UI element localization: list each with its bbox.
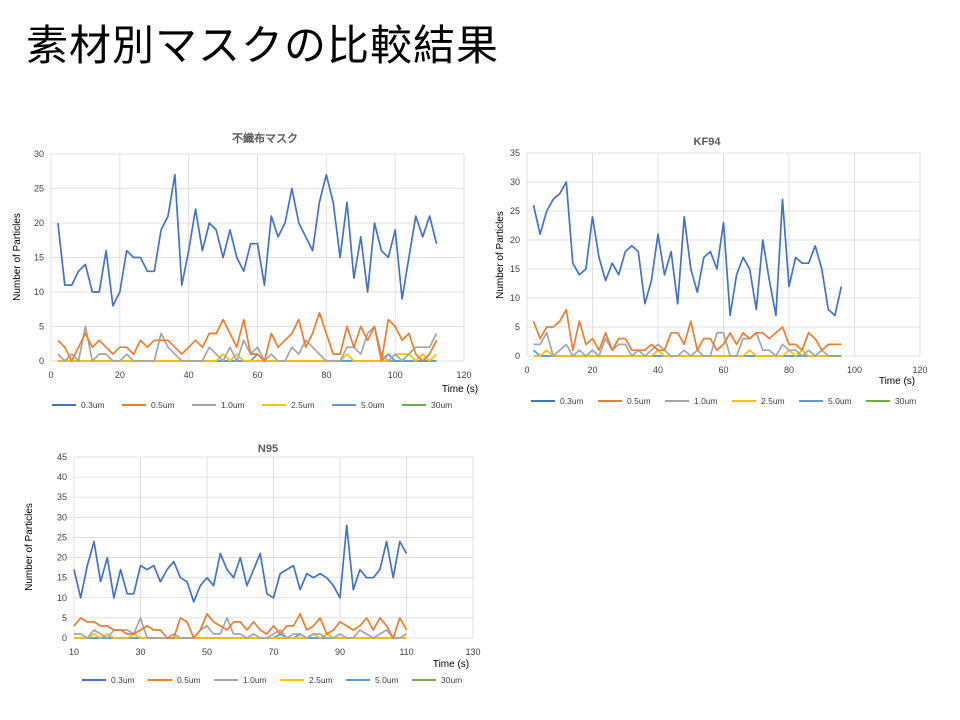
legend-label: 2.5um (309, 675, 333, 685)
legend-label: 0.5um (177, 675, 201, 685)
x-tick-label: 120 (456, 370, 471, 380)
series-line-0-5um (73, 613, 408, 639)
series-line-0-5um (57, 311, 438, 362)
x-tick-label: 70 (268, 647, 278, 657)
x-tick-label: 80 (784, 365, 794, 375)
y-tick-label: 20 (57, 553, 67, 563)
y-tick-label: 10 (57, 593, 67, 603)
chart-title: KF94 (694, 136, 722, 148)
x-tick-label: 120 (912, 365, 927, 375)
gridlines (73, 456, 474, 639)
y-tick-label: 5 (62, 613, 67, 623)
legend: 0.3um 0.5um 1.0um 2.5um 5.0um 30um (52, 400, 452, 410)
y-axis-title: Number of Particles (24, 503, 35, 591)
series-line-1-0um (74, 617, 407, 639)
x-axis-title: Time (s) (442, 384, 478, 395)
y-tick-label: 0 (39, 356, 44, 366)
x-tick-label: 0 (48, 370, 53, 380)
y-tick-label: 15 (510, 264, 520, 274)
chart-kf94: KF94 0 5 10 15 20 25 30 35 0 20 40 60 80 100 120 Number … (495, 136, 928, 406)
y-tick-label: 35 (57, 492, 67, 502)
x-tick-label: 100 (847, 365, 862, 375)
x-tick-label: 60 (252, 370, 262, 380)
chart-title: N95 (258, 443, 278, 455)
y-tick-label: 25 (57, 532, 67, 542)
x-tick-label: 20 (587, 365, 597, 375)
y-tick-label: 10 (34, 287, 44, 297)
legend-label: 0.5um (151, 400, 175, 410)
y-tick-label: 30 (510, 177, 520, 187)
series-line-0-3um (57, 173, 438, 307)
x-tick-label: 40 (653, 365, 663, 375)
y-tick-label: 35 (510, 148, 520, 158)
legend-label: 0.3um (81, 400, 105, 410)
x-tick-label: 130 (465, 647, 480, 657)
legend-label: 1.0um (243, 675, 267, 685)
x-tick-label: 50 (202, 647, 212, 657)
x-tick-label: 30 (135, 647, 145, 657)
legend-label: 30um (431, 400, 452, 410)
x-tick-label: 80 (321, 370, 331, 380)
y-tick-label: 0 (62, 633, 67, 643)
slide-title: 素材別マスクの比較結果 (26, 21, 500, 70)
x-tick-label: 40 (184, 370, 194, 380)
series-line-0-3um (73, 524, 408, 603)
x-tick-label: 100 (388, 370, 403, 380)
y-tick-label: 30 (34, 149, 44, 159)
series-line-0-5um (532, 308, 842, 352)
y-axis-title: Number of Particles (495, 211, 506, 299)
legend-label: 30um (895, 396, 916, 406)
y-tick-label: 25 (510, 206, 520, 216)
x-tick-label: 60 (718, 365, 728, 375)
y-tick-label: 40 (57, 472, 67, 482)
legend-label: 0.5um (627, 396, 651, 406)
x-tick-label: 90 (335, 647, 345, 657)
y-tick-label: 10 (510, 293, 520, 303)
legend-label: 1.0um (694, 396, 718, 406)
chart-n95: N95 0 5 10 15 20 25 30 35 40 45 10 30 50 70 90 110 130 Num… (24, 443, 481, 685)
series-line-0-3um (532, 181, 843, 317)
series-line-1-0um (533, 331, 829, 357)
gridlines (50, 153, 465, 362)
legend-label: 2.5um (291, 400, 315, 410)
chart-title: 不織布マスク (232, 131, 298, 145)
x-axis-title: Time (s) (879, 376, 915, 387)
y-tick-label: 30 (57, 512, 67, 522)
x-tick-label: 10 (69, 647, 79, 657)
chart-non-woven-mask: 不織布マスク 0 5 10 15 20 25 30 0 20 40 60 80 100 120 Number … (12, 131, 478, 410)
y-tick-label: 20 (34, 218, 44, 228)
x-tick-label: 20 (115, 370, 125, 380)
legend-label: 5.0um (375, 675, 399, 685)
y-tick-label: 25 (34, 184, 44, 194)
x-tick-label: 110 (399, 647, 413, 657)
legend-label: 5.0um (361, 400, 385, 410)
legend-label: 30um (441, 675, 462, 685)
y-tick-label: 0 (515, 351, 520, 361)
y-tick-label: 5 (515, 322, 520, 332)
legend-label: 2.5um (761, 396, 785, 406)
legend-label: 0.3um (560, 396, 584, 406)
gridlines (526, 152, 921, 357)
x-tick-label: 0 (524, 365, 529, 375)
legend-label: 1.0um (221, 400, 245, 410)
legend: 0.3um 0.5um 1.0um 2.5um 5.0um 30um (531, 396, 916, 406)
y-tick-label: 5 (39, 322, 44, 332)
y-tick-label: 20 (510, 235, 520, 245)
y-tick-label: 15 (34, 253, 44, 263)
legend-label: 5.0um (828, 396, 852, 406)
legend: 0.3um 0.5um 1.0um 2.5um 5.0um 30um (82, 675, 462, 685)
y-tick-label: 45 (57, 452, 67, 462)
x-axis-title: Time (s) (433, 659, 469, 670)
legend-label: 0.3um (111, 675, 135, 685)
y-axis-title: Number of Particles (12, 213, 23, 301)
y-tick-label: 15 (57, 573, 67, 583)
series-line-2-5um (533, 349, 829, 357)
